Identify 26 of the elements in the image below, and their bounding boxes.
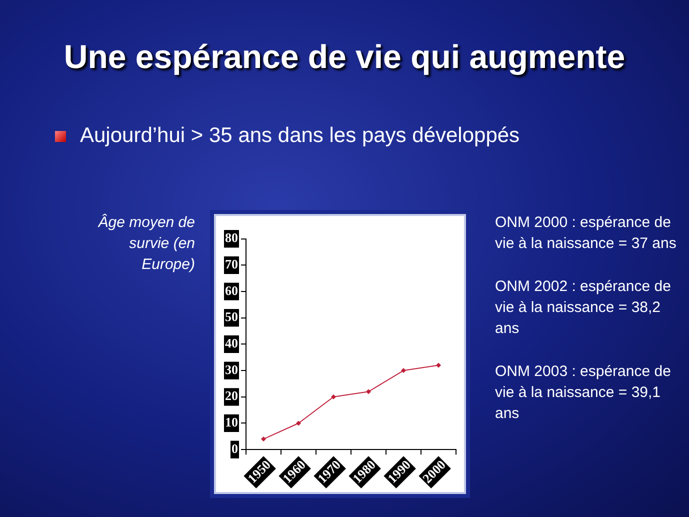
y-tick-label: 70: [225, 256, 238, 272]
text: ONM 2000 : espérance de vie à la naissance = 37 ans: [495, 213, 678, 254]
chart-title: Une espérance de vie qui augmente: [62, 38, 626, 76]
point: [296, 420, 301, 426]
y-axis-title: Âge moyen de survie (en Europe): [96, 212, 195, 275]
point: [366, 389, 371, 394]
y-tick-label: 20: [225, 388, 238, 404]
x-tick-label: 1950: [244, 456, 274, 486]
y-tick-label: 60: [225, 282, 238, 298]
y-tick-label: 80: [225, 230, 238, 246]
point: [331, 394, 336, 400]
y-tick-label: 0: [232, 440, 238, 456]
point: [436, 362, 441, 368]
chart-subtitle: Aujourd’hui > 35 ans dans les pays développés: [80, 124, 520, 148]
text: ONM 2002 : espérance de vie à la naissance = 38,2 ans: [495, 277, 672, 339]
x-tick-label: 1960: [280, 456, 309, 486]
x-tick-label: 1980: [350, 456, 379, 486]
x-tick-label: 1970: [314, 456, 344, 486]
y-tick-label: 10: [225, 414, 238, 430]
y-tick-label: 50: [225, 309, 238, 324]
point: [401, 368, 406, 374]
x-tick-label: 1990: [384, 456, 414, 486]
point: [261, 436, 266, 442]
y-tick-label: 40: [225, 336, 238, 351]
text: ONM 2003 : espérance de vie à la naissance = 39,1 ans: [495, 362, 672, 424]
y-tick-label: 30: [225, 362, 238, 377]
